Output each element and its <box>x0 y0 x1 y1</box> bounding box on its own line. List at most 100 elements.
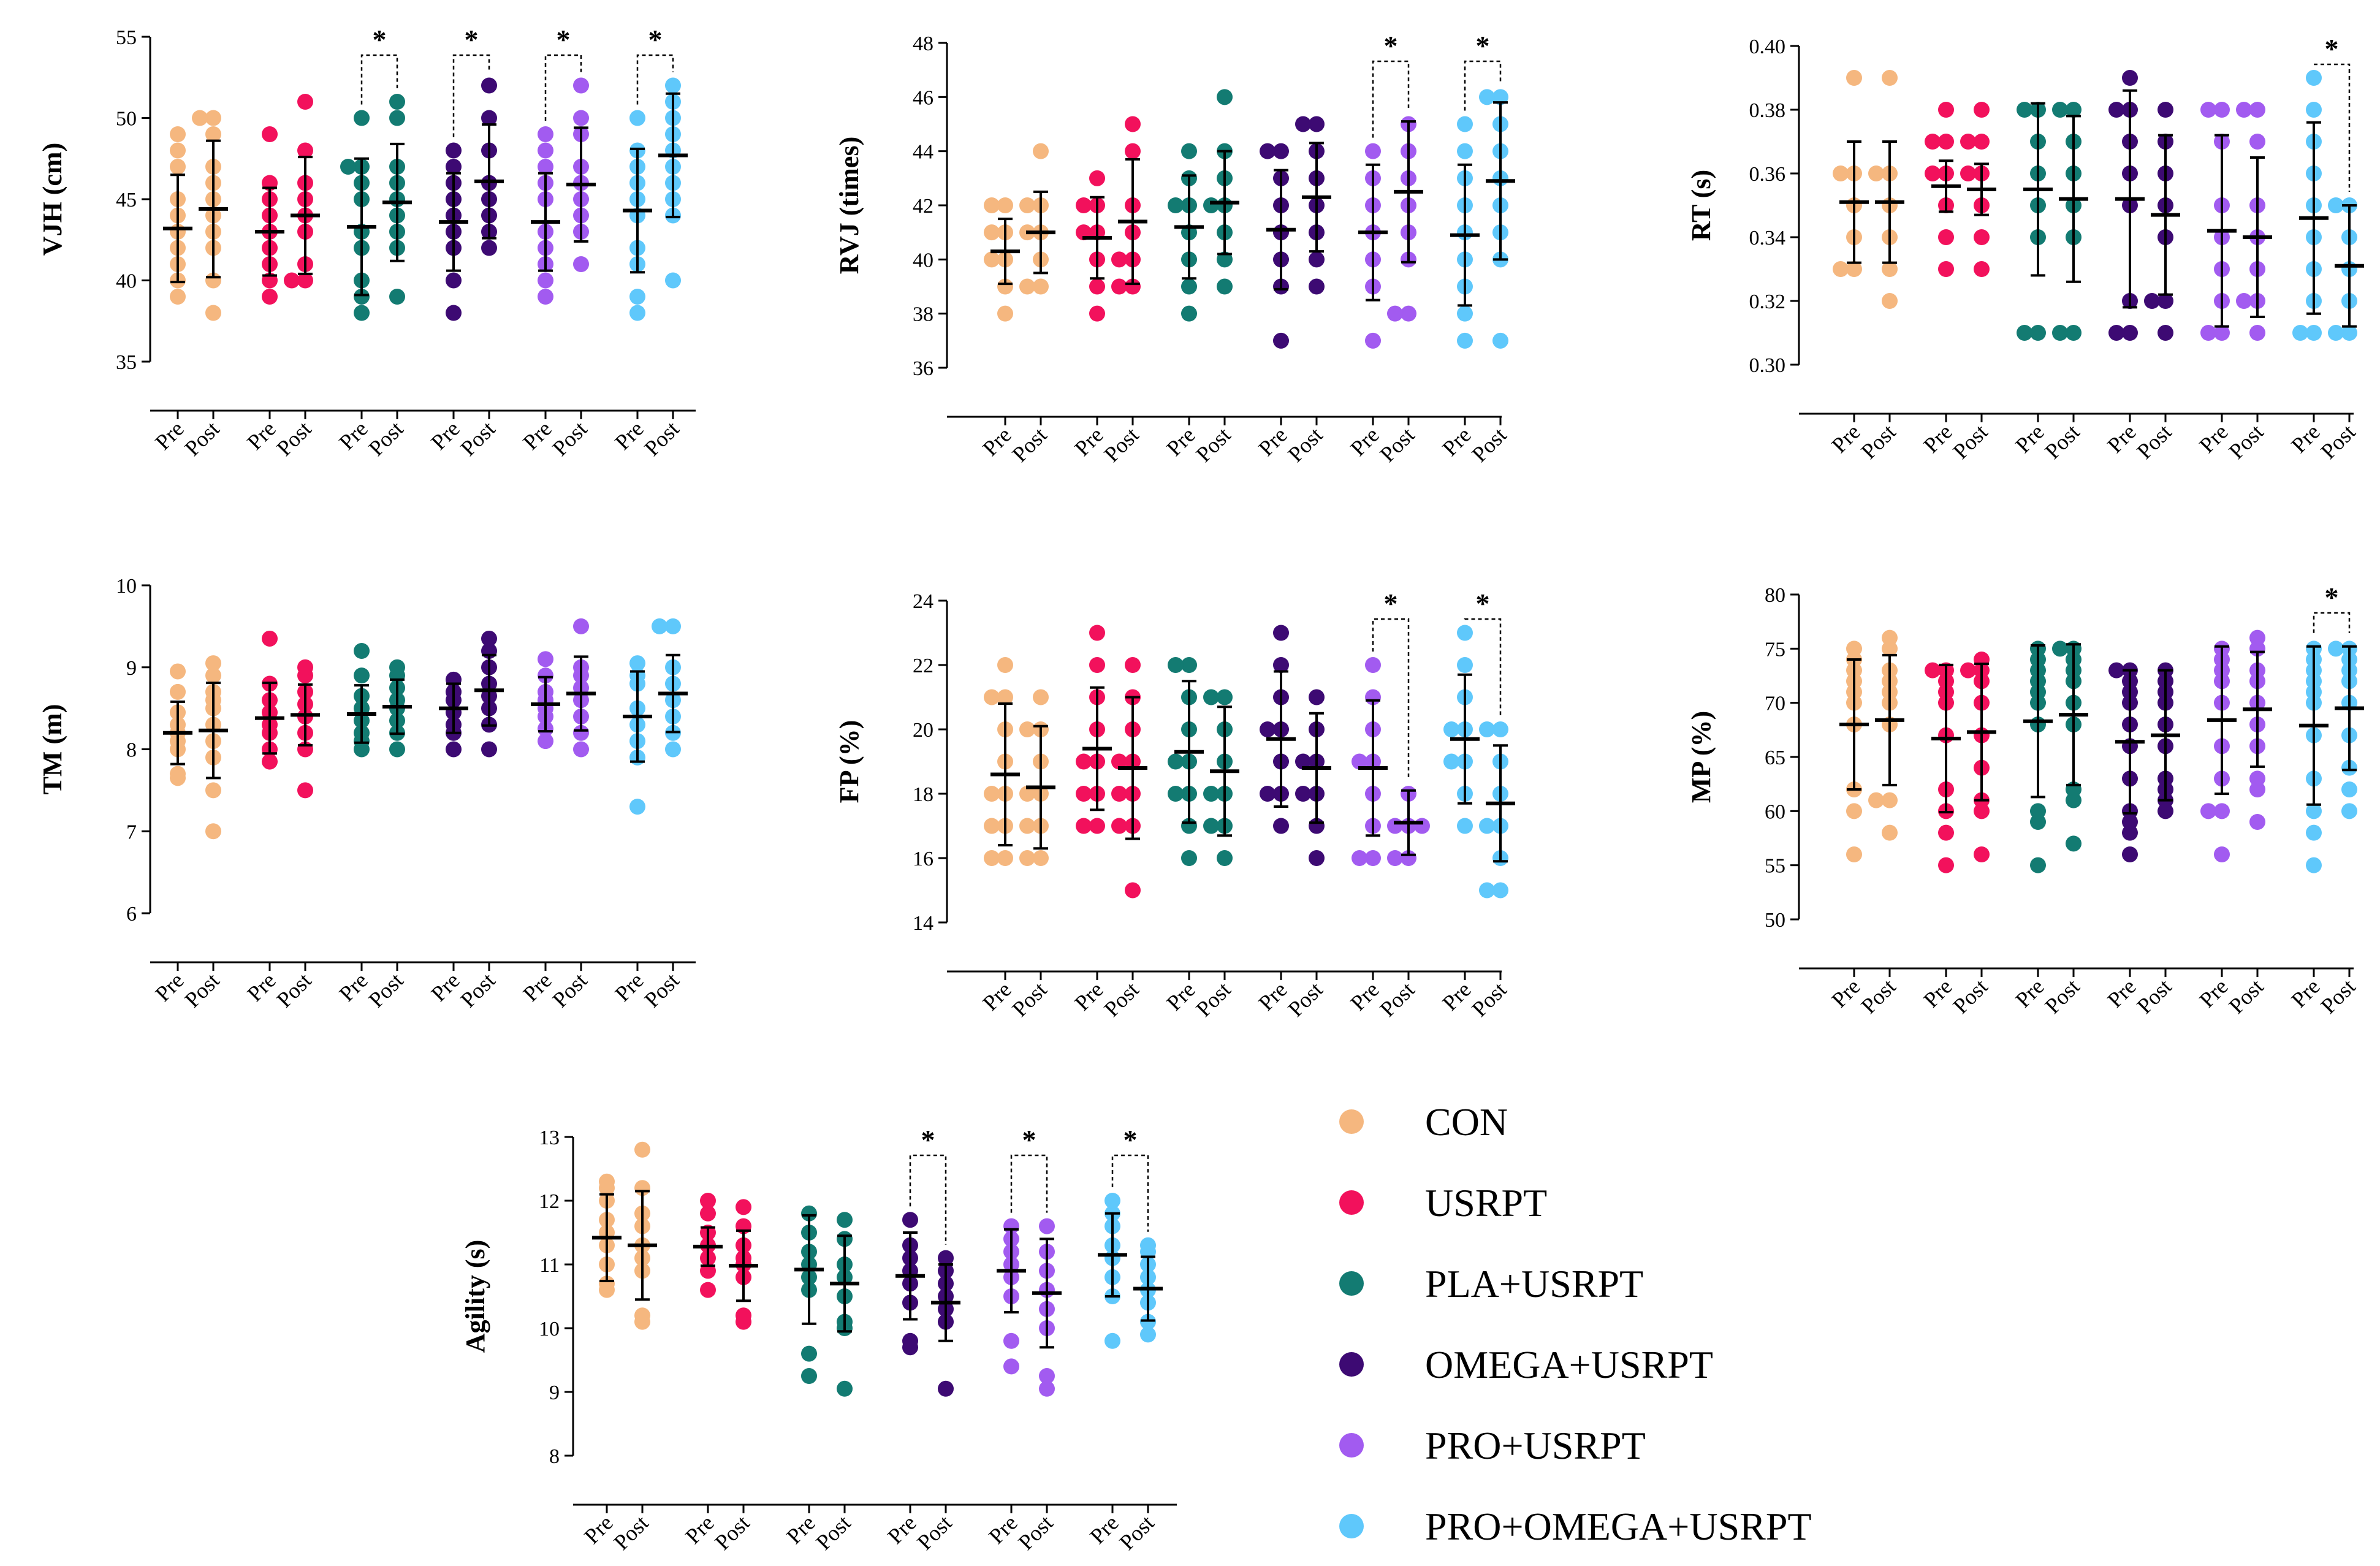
x-tick-label: Pre <box>1918 974 1956 1012</box>
y-tick-label: 44 <box>913 141 933 164</box>
data-point <box>1352 850 1367 866</box>
data-point <box>1019 850 1035 866</box>
x-tick-label: Post <box>2132 419 2176 463</box>
data-point <box>1868 792 1884 808</box>
x-tick-label: Post <box>1114 1510 1158 1554</box>
data-point <box>1076 818 1092 834</box>
y-tick-label: 0.34 <box>1749 227 1786 249</box>
x-tick-label: Pre <box>978 422 1016 460</box>
x-tick-label: Pre <box>1437 422 1475 460</box>
data-point <box>1217 278 1233 295</box>
data-point <box>801 1368 817 1384</box>
data-point <box>984 197 1000 213</box>
data-point <box>1039 1368 1055 1384</box>
data-point <box>446 305 462 321</box>
x-tick-label: Post <box>2224 974 2268 1018</box>
significance-bracket <box>452 54 490 137</box>
data-point <box>1203 818 1219 834</box>
data-point <box>389 94 405 110</box>
x-tick-label: Pre <box>579 1510 617 1548</box>
data-point <box>629 305 645 321</box>
data-point <box>801 1345 817 1362</box>
data-point <box>997 305 1013 322</box>
data-point <box>1387 818 1403 834</box>
data-point <box>1140 1313 1156 1330</box>
data-point <box>1260 721 1276 737</box>
x-tick-label: Pre <box>2194 419 2232 457</box>
data-point <box>1260 143 1276 159</box>
x-tick-label: Post <box>1007 977 1051 1021</box>
data-point <box>1125 116 1141 132</box>
y-tick-label: 11 <box>539 1254 560 1277</box>
data-point <box>354 110 370 126</box>
data-point <box>1846 846 1862 862</box>
x-tick-label: Pre <box>680 1510 718 1548</box>
data-point <box>938 1250 954 1266</box>
data-point <box>446 272 462 289</box>
legend-label: PRO+OMEGA+USRPT <box>1425 1505 1812 1548</box>
data-point <box>1882 261 1898 277</box>
data-point <box>1089 625 1105 641</box>
data-point <box>446 159 462 175</box>
data-point <box>1111 251 1127 268</box>
data-point <box>1168 657 1184 673</box>
data-point <box>1457 625 1473 641</box>
data-point <box>2249 814 2265 830</box>
data-point <box>1925 134 1941 150</box>
data-point <box>2122 325 2138 341</box>
x-tick-label: Pre <box>2102 974 2140 1012</box>
data-point <box>538 126 553 142</box>
data-point <box>170 159 186 175</box>
x-tick-label: Pre <box>1161 977 1200 1015</box>
y-tick-label: 12 <box>539 1190 560 1213</box>
data-point <box>1125 278 1141 295</box>
data-point <box>1365 332 1381 349</box>
data-point <box>2249 770 2265 787</box>
legend-label: PLA+USRPT <box>1425 1262 1643 1306</box>
data-point <box>984 251 1000 268</box>
data-point <box>340 159 356 175</box>
x-tick-label: Post <box>547 968 591 1012</box>
legend: CON USRPT PLA+USRPT OMEGA+USRPT PRO+USRPT PRO… <box>1339 1100 1812 1548</box>
y-tick-label: 75 <box>1765 638 1785 661</box>
data-point <box>2341 803 2357 819</box>
y-tick-label: 40 <box>913 249 933 272</box>
y-tick-label: 22 <box>913 655 933 677</box>
significance-bracket <box>1372 618 1410 777</box>
data-point <box>1387 850 1403 866</box>
data-point <box>997 850 1013 866</box>
data-point <box>389 659 405 675</box>
data-point <box>2306 70 2322 86</box>
data-point <box>1089 818 1105 834</box>
data-point <box>2144 293 2160 309</box>
data-point <box>2214 803 2230 819</box>
data-point <box>665 618 681 634</box>
data-point <box>2017 102 2032 118</box>
x-tick-label: Post <box>1191 977 1235 1021</box>
data-point <box>262 753 278 770</box>
data-point <box>262 126 278 142</box>
x-tick-label: Pre <box>883 1510 921 1548</box>
y-tick-label: 70 <box>1765 693 1785 715</box>
data-point <box>1203 197 1219 213</box>
data-point <box>1295 116 1311 132</box>
data-point <box>1846 803 1862 819</box>
data-point <box>2328 197 2344 213</box>
data-point <box>1203 689 1219 705</box>
data-point <box>801 1205 817 1222</box>
data-point <box>1089 278 1105 295</box>
x-tick-label: Pre <box>1345 422 1383 460</box>
data-point <box>1925 165 1941 181</box>
data-point <box>984 224 1000 241</box>
data-point <box>2306 325 2322 341</box>
significance-star: * <box>1476 588 1490 619</box>
x-tick-label: Post <box>1856 419 1900 463</box>
data-point <box>354 305 370 321</box>
y-tick-label: 60 <box>1765 800 1785 823</box>
data-point <box>1019 786 1035 802</box>
data-point <box>1140 1237 1156 1253</box>
data-point <box>1938 261 1954 277</box>
data-point <box>736 1199 751 1215</box>
